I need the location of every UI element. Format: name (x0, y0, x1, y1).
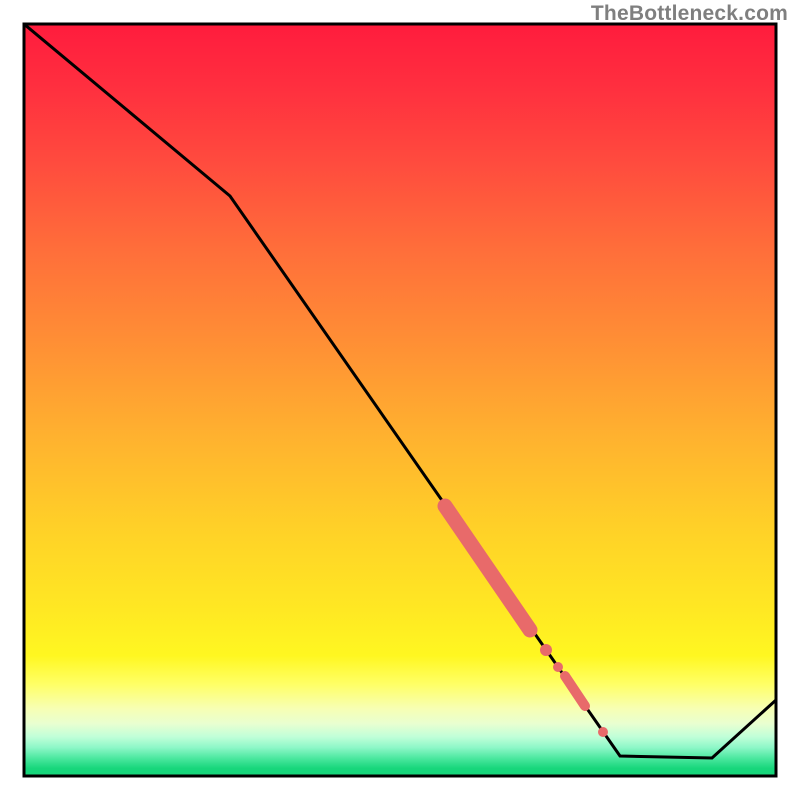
chart-container: TheBottleneck.com (0, 0, 800, 800)
gradient-background (24, 24, 776, 776)
highlight-marker (540, 644, 552, 656)
highlight-marker (553, 662, 563, 672)
watermark-text: TheBottleneck.com (591, 2, 788, 26)
bottleneck-chart (0, 0, 800, 800)
highlight-marker (598, 727, 608, 737)
